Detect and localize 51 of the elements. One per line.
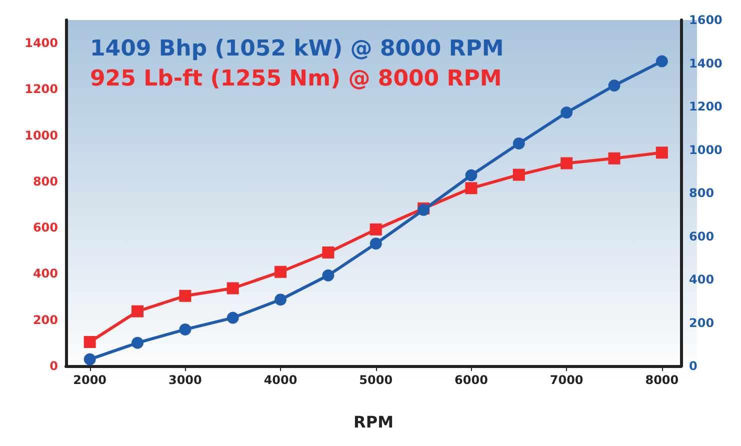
y2-tick-label: 400 [689, 272, 714, 286]
x-tick-label: 4000 [264, 373, 298, 387]
y-tick-label: 200 [32, 312, 58, 327]
x-tick-label: 6000 [454, 373, 488, 387]
y2-tick-label: 600 [689, 229, 714, 244]
point [84, 353, 96, 366]
annotation: 925 Lb-ft (1255 Nm) @ 8000 RPM [90, 66, 502, 92]
point [512, 137, 525, 150]
x-tick-label: 3000 [168, 373, 202, 387]
point [179, 323, 192, 336]
y2-tick-label: 1000 [689, 142, 722, 157]
point [608, 80, 620, 92]
point [465, 169, 478, 182]
y2-tick-label: 800 [689, 186, 714, 200]
y2-tick-label: 1200 [689, 100, 722, 114]
point [226, 312, 239, 324]
point [465, 182, 478, 194]
y-tick-label: 1400 [24, 36, 58, 50]
y-tick-label: 600 [32, 220, 58, 235]
point [226, 282, 239, 294]
point [560, 106, 573, 119]
x-tick-label: 5000 [359, 373, 393, 387]
annotation: 1409 Bhp (1052 kW) @ 8000 RPM [90, 36, 504, 62]
point [84, 336, 96, 348]
point [608, 152, 620, 164]
point [370, 223, 382, 236]
point [656, 55, 668, 68]
point [512, 168, 525, 181]
y-tick-label: 800 [32, 174, 58, 188]
point [179, 290, 192, 302]
point [132, 305, 144, 318]
y-tick-label: 0 [50, 359, 58, 373]
x-tick-label: 8000 [645, 373, 679, 387]
point [322, 246, 334, 259]
y-tick-label: 1000 [24, 128, 58, 142]
y2-tick-label: 200 [689, 316, 714, 330]
y-tick-label: 400 [32, 266, 58, 281]
y2-tick-label: 0 [689, 359, 698, 373]
x-axis-title: RPM [354, 412, 394, 432]
x-tick-label: 7000 [550, 373, 584, 387]
point [274, 294, 287, 306]
point [322, 269, 334, 282]
point [132, 336, 144, 349]
point [560, 157, 573, 170]
y-tick-label: 1200 [24, 82, 58, 96]
y2-tick-label: 1400 [689, 56, 722, 70]
x-tick-label: 2000 [73, 373, 107, 387]
point [370, 238, 382, 250]
point [656, 146, 668, 159]
point [274, 266, 287, 278]
y2-tick-label: 1600 [689, 13, 722, 27]
